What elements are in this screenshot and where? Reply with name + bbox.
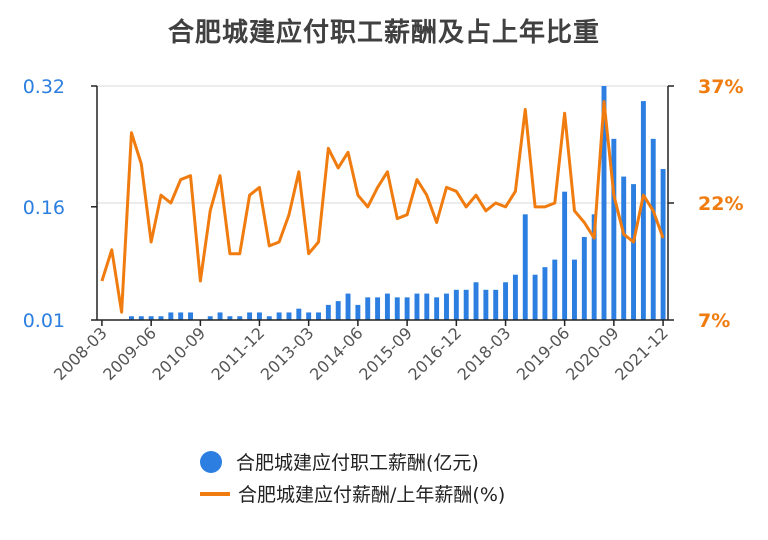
bar-series <box>128 86 666 320</box>
bar <box>424 293 430 320</box>
y-left-tick-label: 0.32 <box>23 76 65 98</box>
bar <box>434 297 440 320</box>
bar <box>266 316 272 320</box>
legend-bar-swatch <box>200 450 222 473</box>
line-series <box>100 100 665 314</box>
bar <box>552 259 558 320</box>
x-tick-label: 2008-03 <box>50 323 111 384</box>
x-tick-label: 2016-12 <box>404 323 465 384</box>
bar <box>247 312 253 320</box>
bar <box>335 301 341 320</box>
bar <box>365 297 371 320</box>
bar <box>286 312 292 320</box>
bar <box>493 289 499 320</box>
bar <box>572 259 577 320</box>
bar <box>601 86 607 320</box>
bar <box>522 214 528 320</box>
bar <box>660 169 666 320</box>
legend-item-line[interactable]: 合肥城建应付薪酬/上年薪酬(%) <box>200 480 505 507</box>
x-tick-labels: 2008-032009-062010-092011-122013-032014-… <box>50 323 672 384</box>
legend-bar-label: 合肥城建应付职工薪酬(亿元) <box>236 452 479 474</box>
y-right-tick-label: 7% <box>698 310 730 332</box>
y-left-tick-labels: 0.01 0.16 0.32 <box>23 76 65 332</box>
bar <box>591 214 597 320</box>
y-left-tick-label: 0.01 <box>23 310 65 332</box>
bar <box>188 312 193 320</box>
bar <box>532 274 538 320</box>
bar <box>276 312 282 320</box>
bar <box>621 176 627 320</box>
x-tick-label: 2020-09 <box>562 323 623 384</box>
bar <box>306 312 312 320</box>
y-right-tick-label: 22% <box>698 193 743 215</box>
x-tick-label: 2021-12 <box>611 323 672 384</box>
x-tick-label: 2019-06 <box>513 323 574 384</box>
bar <box>325 304 331 320</box>
x-tick-label: 2010-09 <box>148 323 209 384</box>
x-tick-label: 2018-03 <box>454 323 515 384</box>
bar <box>138 316 144 320</box>
bar <box>345 293 351 320</box>
bar <box>631 184 637 320</box>
x-tick-label: 2011-12 <box>208 323 269 384</box>
bar <box>473 282 479 320</box>
bar <box>384 293 390 320</box>
legend-line-label: 合肥城建应付薪酬/上年薪酬(%) <box>238 484 506 506</box>
x-tick-label: 2009-06 <box>99 323 160 384</box>
y-left-tick-label: 0.16 <box>23 197 65 219</box>
bar <box>148 316 154 320</box>
legend-item-bar[interactable]: 合肥城建应付职工薪酬(亿元) <box>200 448 479 475</box>
bar <box>128 316 134 320</box>
bar <box>562 191 568 320</box>
bar <box>217 312 223 320</box>
x-tick-label: 2013-03 <box>257 323 318 384</box>
bar <box>256 312 262 320</box>
bar <box>404 297 410 320</box>
bar <box>158 316 164 320</box>
bar <box>581 236 587 320</box>
legend-line-swatch <box>200 491 230 496</box>
chart-title: 合肥城建应付职工薪酬及占上年比重 <box>167 18 600 48</box>
bar <box>207 316 213 320</box>
axes <box>91 85 674 326</box>
bar <box>296 308 302 320</box>
bar <box>355 304 361 320</box>
bar <box>640 101 646 320</box>
bar <box>316 312 321 320</box>
bar <box>375 297 381 320</box>
bar <box>227 316 233 320</box>
y-right-tick-label: 37% <box>698 76 743 98</box>
bar <box>237 316 243 320</box>
y-right-tick-labels: 7% 22% 37% <box>698 76 743 332</box>
bar <box>650 138 656 320</box>
bar <box>483 289 489 320</box>
bar <box>178 312 184 320</box>
bar <box>512 274 518 320</box>
x-tick-label: 2015-09 <box>355 323 416 384</box>
bar <box>542 267 548 320</box>
bar <box>168 312 174 320</box>
line-path <box>100 100 665 314</box>
bar <box>463 289 469 320</box>
bar <box>394 297 400 320</box>
bar <box>414 293 420 320</box>
x-tick-label: 2014-06 <box>306 323 367 384</box>
bar <box>453 289 459 320</box>
bar <box>444 293 449 320</box>
bar <box>503 282 509 320</box>
bar <box>611 138 617 320</box>
